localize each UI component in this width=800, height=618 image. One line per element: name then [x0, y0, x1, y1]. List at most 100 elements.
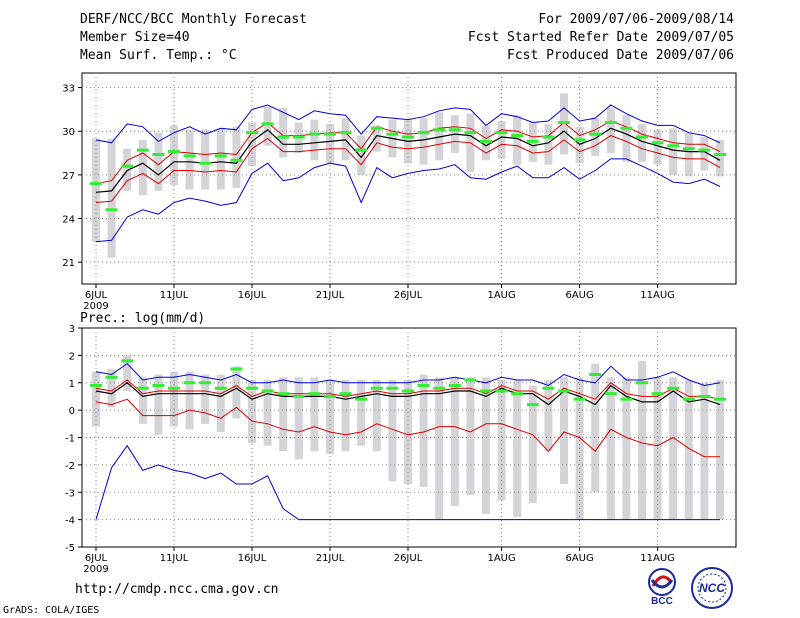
temperature-box — [497, 121, 506, 159]
precipitation-x-tick-label: 11AUG — [640, 553, 675, 564]
temperature-y-tick-label: 27 — [62, 171, 75, 182]
temperature-box — [92, 138, 100, 242]
temperature-lower-line — [95, 135, 721, 203]
precipitation-median-mark — [246, 386, 258, 390]
temperature-y-tick-label: 33 — [62, 84, 75, 95]
temperature-median-mark — [261, 122, 274, 126]
precipitation-box — [716, 380, 724, 520]
temperature-x-tick-label: 11JUL — [160, 290, 189, 301]
temperature-box — [684, 132, 693, 177]
precipitation-median-mark — [589, 373, 602, 377]
temperature-box — [653, 129, 662, 165]
temperature-median-mark — [121, 164, 134, 168]
temperature-median-mark — [292, 135, 305, 139]
temperature-x-tick-label: 1AUG — [487, 290, 515, 301]
temperature-y-tick-label: 24 — [62, 215, 75, 226]
temperature-box — [248, 122, 256, 167]
precipitation-median-mark — [636, 381, 648, 385]
temperature-median-mark — [214, 154, 227, 158]
temperature-x-tick-label: 26JUL — [394, 290, 423, 301]
precipitation-median-mark — [168, 386, 180, 390]
temperature-box — [170, 125, 178, 186]
precipitation-box — [669, 377, 678, 520]
temperature-median-mark — [511, 134, 524, 138]
temperature-box — [716, 139, 724, 177]
precipitation-box — [700, 382, 709, 520]
temperature-x-tick-label: 21JUL — [316, 290, 345, 301]
temperature-box — [591, 118, 600, 156]
precipitation-box — [138, 377, 147, 424]
temperature-box — [310, 119, 319, 161]
temperature-median-mark — [448, 128, 461, 132]
temperature-variable-label: Mean Surf. Temp.: °C — [80, 48, 237, 63]
temperature-median-mark — [480, 139, 492, 143]
precipitation-median-mark — [698, 394, 711, 398]
precipitation-min-line — [95, 444, 720, 521]
temperature-y-tick-label: 30 — [62, 127, 75, 138]
precipitation-box — [482, 377, 490, 515]
precipitation-x-year-label: 2009 — [83, 564, 108, 575]
precipitation-box — [123, 355, 132, 391]
precipitation-median-mark — [230, 367, 243, 371]
temperature-median-mark — [636, 135, 648, 139]
temperature-frame — [81, 72, 737, 285]
precipitation-median-mark — [355, 397, 368, 401]
bcc-logo: BCC — [648, 568, 676, 607]
temperature-y-tick-label: 21 — [62, 258, 75, 269]
precipitation-median-mark — [136, 386, 149, 390]
temperature-median-mark — [386, 132, 399, 136]
temperature-median-mark — [573, 138, 586, 142]
precipitation-x-tick-label: 6AUG — [565, 553, 593, 564]
temperature-box — [216, 128, 225, 190]
temperature-median-mark — [152, 152, 165, 156]
temperature-box — [138, 139, 147, 196]
precipitation-box — [435, 377, 444, 520]
temperature-median-mark — [620, 126, 633, 130]
precipitation-median-mark — [714, 397, 726, 401]
temperature-box — [232, 126, 241, 188]
precipitation-y-tick-label: 3 — [69, 324, 75, 335]
source-url[interactable]: http://cmdp.ncc.cma.gov.cn — [75, 582, 279, 597]
precipitation-median-mark — [199, 381, 212, 385]
temperature-median-mark — [90, 182, 102, 186]
precipitation-lower-line — [95, 398, 720, 458]
member-size-label: Member Size=40 — [80, 30, 190, 45]
temperature-median-mark — [136, 148, 149, 152]
temperature-median-mark — [589, 132, 602, 136]
temperature-median-mark — [433, 128, 446, 132]
ncc-logo-inner — [697, 573, 727, 603]
precipitation-median-mark — [526, 403, 539, 407]
precipitation-median-mark — [339, 392, 352, 396]
precipitation-box — [684, 380, 693, 520]
temperature-median-mark — [183, 154, 196, 158]
precipitation-median-mark — [667, 386, 680, 390]
precipitation-median-mark — [214, 386, 227, 390]
bcc-logo-ring — [648, 568, 676, 596]
temperature-box — [606, 107, 615, 154]
precipitation-x-tick-label: 16JUL — [238, 553, 267, 564]
precipitation-box — [216, 374, 225, 433]
bcc-logo-swirl-blue — [650, 579, 674, 589]
precipitation-median-mark — [121, 359, 134, 363]
precipitation-box — [528, 385, 537, 504]
temperature-x-tick-label: 6JUL — [85, 290, 108, 301]
precipitation-x-tick-label: 26JUL — [394, 553, 423, 564]
temperature-box — [638, 123, 646, 162]
precipitation-median-mark — [370, 386, 383, 390]
precipitation-median-mark — [558, 389, 570, 393]
precipitation-y-tick-label: -2 — [65, 461, 75, 472]
precipitation-x-tick-label: 1AUG — [487, 553, 515, 564]
temperature-box — [123, 148, 132, 191]
precipitation-mean-line — [95, 382, 721, 406]
precipitation-median-mark — [183, 381, 196, 385]
precipitation-box — [606, 377, 615, 520]
precipitation-median-mark — [90, 383, 102, 387]
temperature-box — [154, 132, 163, 191]
precipitation-box — [92, 371, 100, 427]
ncc-logo-text: NCC — [699, 581, 725, 595]
precipitation-median-mark — [152, 383, 165, 387]
precipitation-median-mark — [324, 394, 336, 398]
precipitation-median-mark — [682, 397, 695, 401]
temperature-median-mark — [402, 135, 414, 139]
